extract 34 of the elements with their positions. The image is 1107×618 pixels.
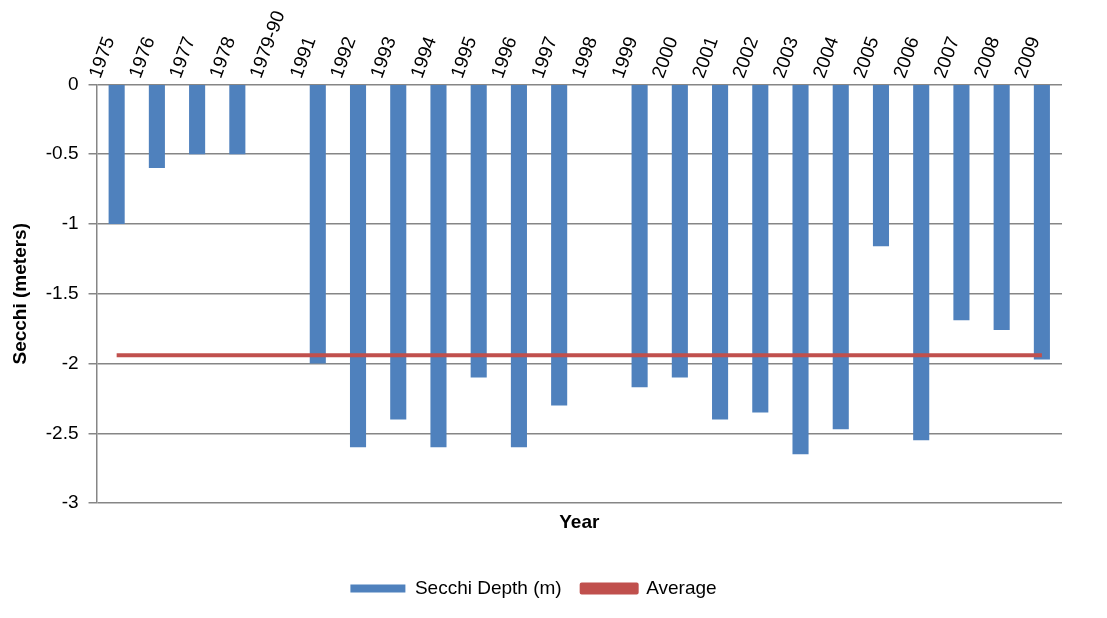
y-tick-label: -2.5 [45, 421, 79, 443]
y-tick-label: -1 [61, 212, 79, 234]
x-tick-label: 2009 [1009, 33, 1044, 81]
x-tick-label: 2000 [647, 33, 682, 81]
x-tick-label: 2006 [888, 33, 923, 81]
y-tick-label: -2 [61, 351, 79, 373]
x-tick-label: 1977 [164, 33, 199, 81]
y-tick-label: -3 [61, 491, 79, 513]
y-tick-label: -1.5 [45, 282, 79, 303]
x-tick-label: 1978 [204, 33, 240, 81]
x-tick-label: 1998 [566, 33, 602, 81]
x-tick-label: 1992 [325, 33, 360, 81]
x-tick-label: 1975 [84, 33, 119, 81]
x-tick-label: 2002 [727, 33, 763, 81]
x-tick-label: 1997 [526, 33, 561, 81]
x-tick-label: 1993 [365, 33, 400, 81]
x-tick-label: 1999 [607, 33, 642, 81]
x-tick-label: 2005 [848, 33, 883, 81]
y-tick-label: -0.5 [45, 142, 79, 164]
x-tick-label: 1996 [486, 33, 521, 81]
x-axis-title: Year [559, 510, 600, 532]
x-tick-label: 1994 [405, 33, 441, 81]
legend-label: Secchi Depth (m) [414, 576, 562, 598]
x-tick-label: 2007 [928, 33, 964, 81]
x-tick-label: 1976 [124, 33, 159, 81]
x-tick-label: 2008 [969, 33, 1004, 81]
x-tick-label: 2004 [808, 33, 843, 81]
legend-label: Average [646, 576, 717, 598]
x-tick-label: 1995 [446, 33, 481, 81]
y-axis-title: Secchi (meters) [8, 223, 30, 365]
y-tick-label: 0 [67, 72, 79, 94]
x-tick-label: 2003 [768, 33, 803, 81]
x-tick-label: 2001 [687, 33, 722, 81]
x-tick-label: 1991 [285, 33, 320, 81]
